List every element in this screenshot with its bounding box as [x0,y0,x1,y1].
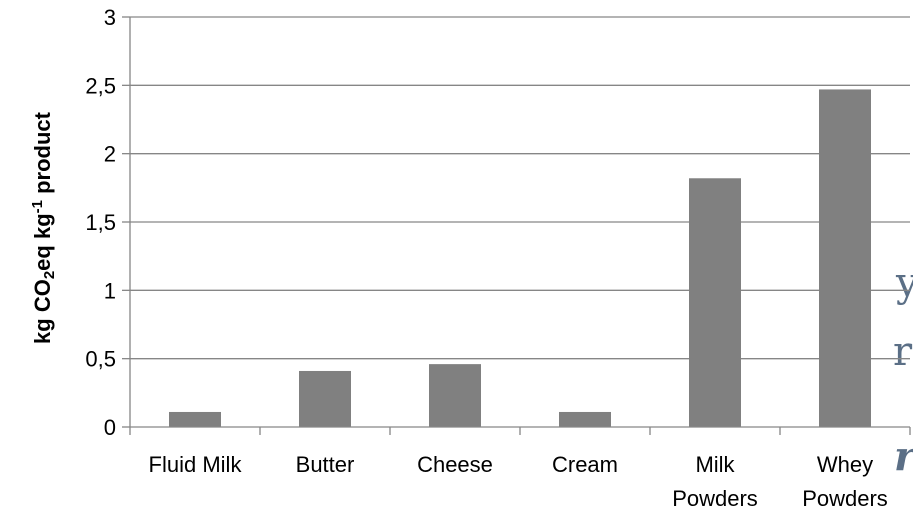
bars [169,89,871,427]
y-axis-label-part3: product [30,111,55,200]
y-tick-label: 1,5 [85,210,116,235]
y-axis-label-part2: eq kg [30,213,55,270]
category-label-line: Cheese [417,452,493,477]
y-axis-title: kg CO2eq kg-1 product [29,111,58,344]
category-label-line: Milk [695,452,735,477]
background-fragment-y: y [895,260,913,306]
category-label: Butter [296,452,355,477]
y-axis-label-subscript: 2 [41,271,58,279]
background-fragment-r: r [893,329,913,375]
y-tick-label: 0 [104,415,116,440]
category-label: Cheese [417,452,493,477]
category-label-line: Fluid Milk [149,452,243,477]
category-label-line: Whey [817,452,873,477]
category-labels: Fluid Milk Butter Cheese Cream Milk PowdersWh… [149,452,888,511]
category-label: Whey Powders [802,452,888,511]
background-fragment-italic-r: r [894,433,913,480]
category-label-line: Powders [672,486,758,511]
y-tick-label: 2 [104,142,116,167]
bar [299,370,351,427]
bar [169,411,221,427]
y-tick-label: 0,5 [85,347,116,372]
y-axis-label-part1: kg CO [30,279,55,344]
y-tick-label: 3 [104,5,116,30]
y-tick-labels: 0 0,5 1 1,5 2 2,5 3 [85,5,116,440]
category-label-line: Cream [552,452,618,477]
y-axis-label-superscript: -1 [29,200,46,213]
bar [689,178,741,427]
y-tick-label: 1 [104,278,116,303]
y-axis-label: kg CO2eq kg-1 product [29,111,58,344]
bar [559,411,611,427]
gridlines [130,16,910,360]
category-label: Fluid Milk [149,452,243,477]
category-label-line: Butter [296,452,355,477]
bar [819,89,871,427]
bar [429,364,481,427]
category-label-line: Powders [802,486,888,511]
y-tick-label: 2,5 [85,73,116,98]
background-text-fragments: y r r [893,260,913,480]
category-label: Milk Powders [672,452,758,511]
category-label: Cream [552,452,618,477]
axes [122,16,911,435]
